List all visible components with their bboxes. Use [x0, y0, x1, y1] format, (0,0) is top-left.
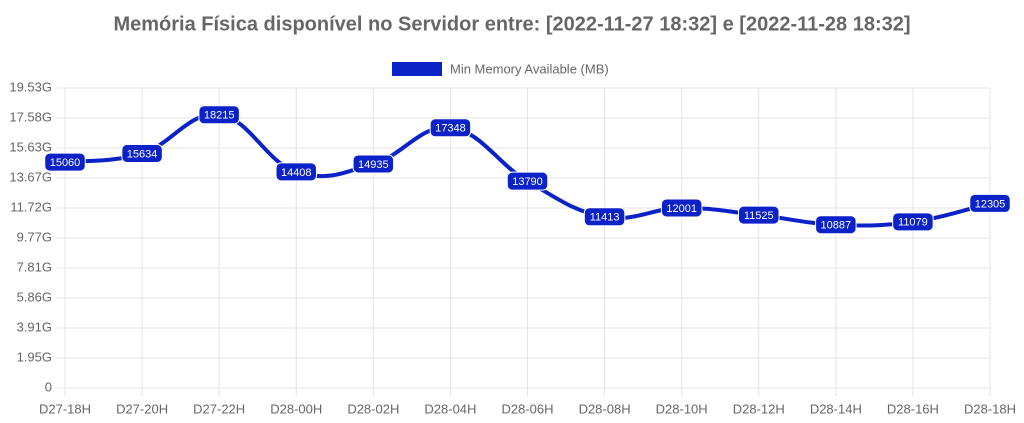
data-label: 10887 — [821, 220, 852, 232]
y-tick-label: 11.72G — [10, 199, 52, 214]
data-label-box — [275, 162, 317, 182]
y-tick-label: 13.67G — [9, 169, 52, 184]
y-tick-label: 5.86G — [17, 289, 52, 304]
x-tick-label: D28-06H — [501, 401, 553, 416]
data-label-box — [738, 205, 780, 225]
y-tick-label: 17.58G — [9, 109, 52, 124]
data-label-box — [815, 215, 857, 235]
data-label: 11413 — [590, 212, 620, 224]
data-label: 17348 — [435, 123, 466, 135]
x-tick-label: D27-22H — [193, 401, 245, 416]
y-tick-label: 0 — [45, 379, 52, 394]
data-label-box — [892, 212, 934, 232]
data-label: 13790 — [512, 176, 543, 188]
x-tick-label: D28-08H — [579, 401, 631, 416]
y-tick-label: 19.53G — [9, 79, 52, 94]
x-tick-label: D28-02H — [347, 401, 399, 416]
chart-title: Memória Física disponível no Servidor en… — [113, 13, 910, 35]
x-tick-label: D28-00H — [270, 401, 322, 416]
y-tick-label: 7.81G — [17, 259, 52, 274]
y-tick-label: 3.91G — [17, 319, 52, 334]
legend-swatch — [392, 62, 442, 76]
data-label: 12001 — [666, 203, 697, 215]
legend-label: Min Memory Available (MB) — [450, 61, 609, 76]
x-tick-label: D28-18H — [964, 401, 1016, 416]
x-tick-label: D27-20H — [116, 401, 168, 416]
x-tick-label: D28-16H — [887, 401, 939, 416]
data-label-box — [506, 171, 549, 191]
data-label-box — [44, 152, 86, 172]
data-label-box — [969, 193, 1011, 213]
data-label-box — [121, 143, 163, 163]
data-label: 11079 — [898, 217, 928, 229]
x-tick-label: D28-14H — [810, 401, 862, 416]
data-label-box — [352, 154, 395, 174]
data-label: 14935 — [358, 159, 389, 171]
data-label: 14408 — [281, 167, 312, 179]
data-label-box — [198, 105, 240, 125]
x-tick-label: D28-10H — [656, 401, 708, 416]
y-tick-label: 1.95G — [17, 349, 52, 364]
y-tick-label: 15.63G — [9, 139, 52, 154]
data-label: 18215 — [204, 110, 235, 122]
x-tick-label: D27-18H — [39, 401, 91, 416]
data-label-box — [660, 198, 703, 218]
x-tick-label: D28-04H — [424, 401, 476, 416]
data-label-box — [583, 207, 626, 227]
data-label: 11525 — [744, 210, 774, 222]
x-tick-label: D28-12H — [733, 401, 785, 416]
data-label: 15060 — [50, 157, 81, 169]
data-label: 12305 — [975, 198, 1006, 210]
y-tick-label: 9.77G — [17, 229, 52, 244]
data-label-box — [429, 118, 472, 138]
data-label: 15634 — [127, 148, 158, 160]
